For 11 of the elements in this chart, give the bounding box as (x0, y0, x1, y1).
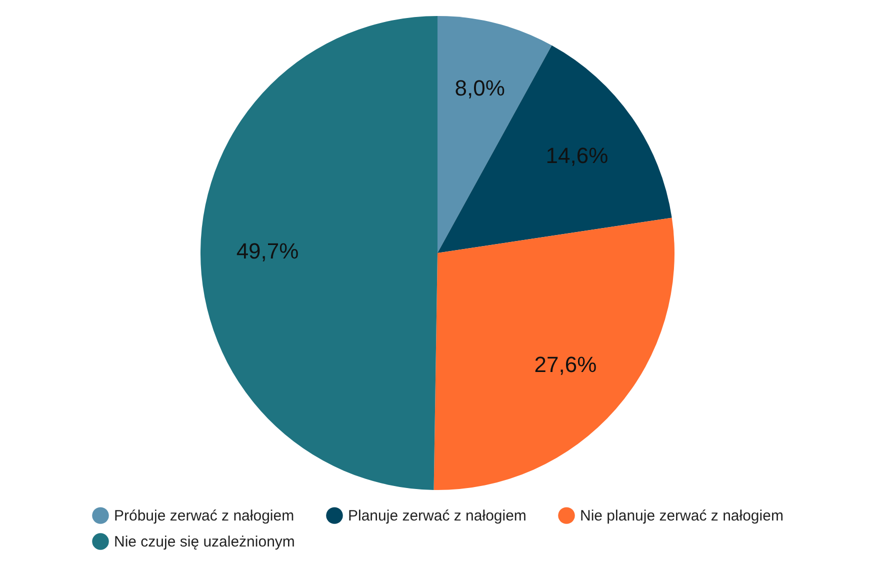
data-label: 49,7% (236, 238, 299, 264)
legend-label: Nie czuje się uzależnionym (114, 534, 295, 550)
data-label: 14,6% (546, 142, 608, 168)
data-label: 8,0% (454, 75, 505, 100)
pie-slice (438, 45, 672, 253)
pie-slice (200, 16, 438, 490)
legend-label: Nie planuje zerwać z nałogiem (580, 508, 784, 525)
legend-label: Próbuje zerwać z nałogiem (114, 508, 294, 525)
legend-label: Planuje zerwać z nałogiem (348, 508, 526, 525)
data-label: 27,6% (534, 352, 597, 377)
pie-slice (434, 218, 674, 490)
